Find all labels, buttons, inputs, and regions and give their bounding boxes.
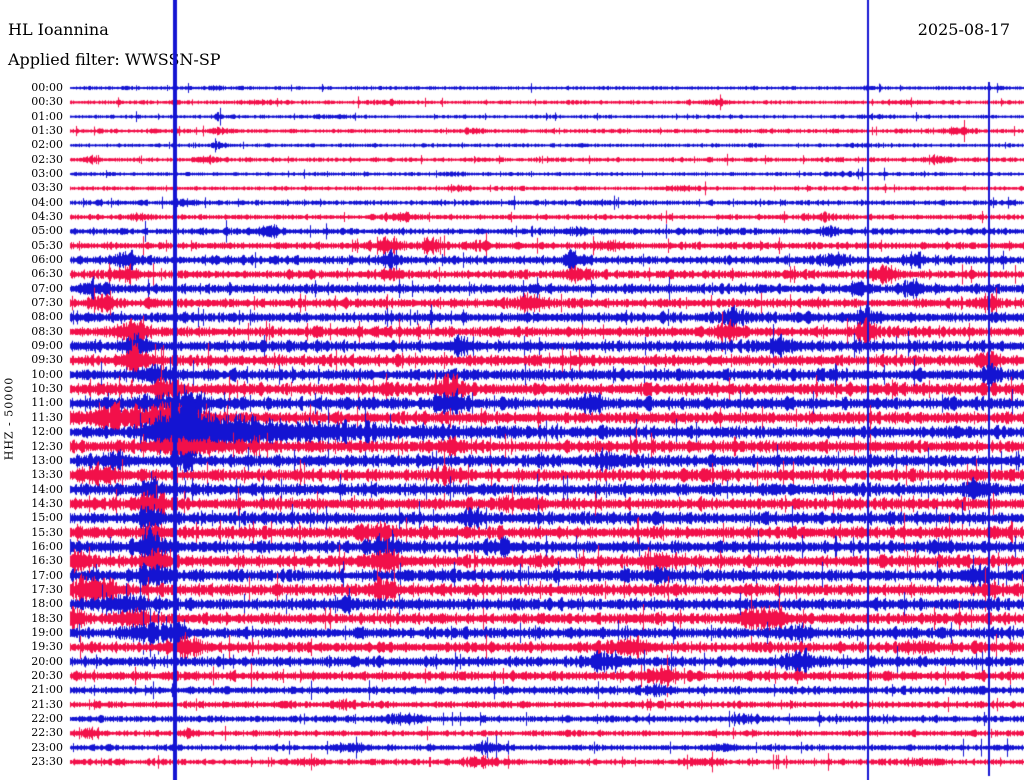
seismogram-trace-canvas	[0, 0, 1024, 780]
helicorder-page: HL Ioannina Applied filter: WWSSN-SP 202…	[0, 0, 1024, 780]
